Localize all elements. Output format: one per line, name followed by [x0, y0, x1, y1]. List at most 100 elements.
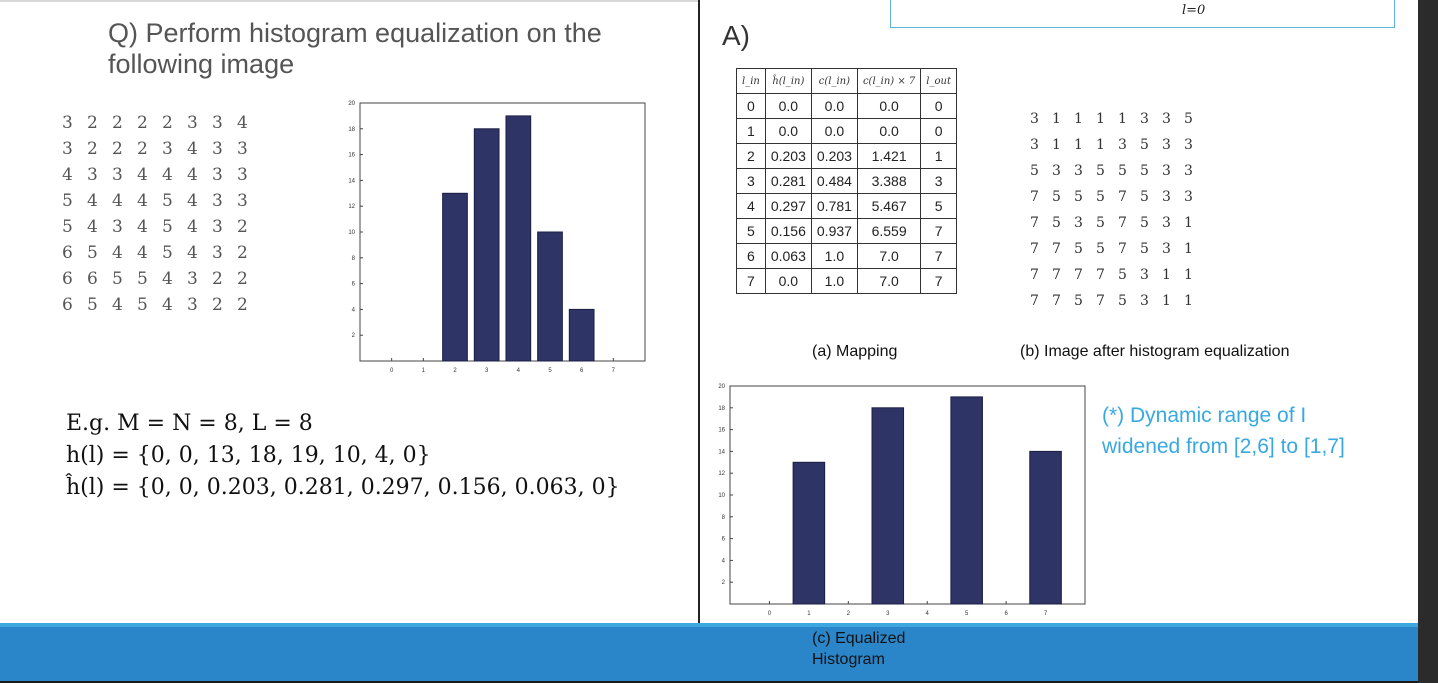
input-pixel-cell: 3	[162, 139, 173, 159]
mapping-header-cell: c(l_in)	[810, 68, 858, 94]
input-pixel-cell: 2	[87, 139, 98, 159]
output-pixel-cell: 1	[1184, 241, 1193, 257]
mapping-cell: 0.203	[810, 143, 858, 169]
output-pixel-cell: 5	[1184, 111, 1193, 127]
x-tick-label: 3	[886, 611, 890, 617]
output-pixel-cell: 3	[1140, 293, 1149, 309]
mapping-header-cell: ĥ(l_in)	[764, 68, 812, 94]
mapping-header-cell: c(l_in) × 7	[856, 68, 922, 94]
mapping-cell: 1.0	[810, 268, 858, 294]
input-pixel-cell: 3	[212, 139, 223, 159]
input-pixel-cell: 2	[212, 269, 223, 289]
y-tick-label: 16	[348, 153, 355, 159]
right-scrollbar[interactable]	[1418, 0, 1438, 683]
y-tick-label: 8	[352, 256, 356, 262]
x-tick-label: 2	[847, 611, 851, 617]
plot-frame	[729, 385, 1086, 605]
input-pixel-cell: 6	[87, 269, 98, 289]
input-pixel-cell: 4	[137, 191, 148, 211]
mapping-cell: 3	[920, 168, 957, 194]
equalized-histogram-caption: (c) Equalized Histogram	[812, 628, 905, 670]
y-tick-label: 20	[718, 384, 725, 390]
mapping-row: 1 0.0 0.0 0.0 0	[736, 118, 957, 144]
mapping-cell: 7.0	[856, 268, 922, 294]
output-pixel-cell: 1	[1162, 293, 1171, 309]
x-tick-label: 1	[807, 611, 811, 617]
formula-fragment: l=0	[1182, 3, 1206, 18]
output-pixel-cell: 1	[1096, 137, 1105, 153]
mapping-cell: 0.0	[856, 93, 922, 119]
mapping-cell: 5	[736, 218, 766, 244]
output-pixel-cell: 3	[1030, 111, 1039, 127]
output-pixel-cell: 5	[1118, 163, 1127, 179]
x-tick-label: 7	[612, 368, 616, 374]
mapping-cell: 5.467	[856, 193, 922, 219]
input-pixel-cell: 4	[187, 139, 198, 159]
mapping-cell: 7.0	[856, 243, 922, 269]
output-pixel-cell: 3	[1184, 163, 1193, 179]
input-pixel-cell: 2	[237, 269, 248, 289]
output-pixel-cell: 5	[1140, 215, 1149, 231]
mapping-cell: 0.0	[764, 118, 812, 144]
output-pixel-cell: 3	[1162, 241, 1171, 257]
input-pixel-cell: 3	[87, 165, 98, 185]
y-tick-label: 14	[348, 178, 355, 184]
input-pixel-cell: 4	[62, 165, 73, 185]
mapping-row: 2 0.203 0.203 1.421 1	[736, 143, 957, 169]
histogram-bar	[792, 461, 826, 605]
output-pixel-cell: 1	[1184, 267, 1193, 283]
mapping-row: 4 0.297 0.781 5.467 5	[736, 193, 957, 219]
mapping-cell: 7	[920, 243, 957, 269]
y-tick-label: 18	[348, 127, 355, 133]
mapping-cell: 0.203	[764, 143, 812, 169]
mapping-cell: 0.281	[764, 168, 812, 194]
input-pixel-cell: 2	[137, 113, 148, 133]
mapping-cell: 1	[736, 118, 766, 144]
output-pixel-cell: 5	[1074, 189, 1083, 205]
input-pixel-cell: 3	[112, 217, 123, 237]
output-pixel-cell: 5	[1074, 293, 1083, 309]
mapping-cell: 0.0	[810, 118, 858, 144]
output-pixel-cell: 5	[1140, 241, 1149, 257]
output-image-caption: (b) Image after histogram equalization	[1020, 343, 1290, 360]
output-pixel-cell: 3	[1052, 163, 1061, 179]
output-pixel-cell: 1	[1052, 111, 1061, 127]
histogram-bar	[871, 407, 905, 605]
mapping-cell: 0.0	[764, 268, 812, 294]
mapping-cell: 3.388	[856, 168, 922, 194]
input-pixel-cell: 4	[137, 217, 148, 237]
input-pixel-cell: 4	[162, 165, 173, 185]
output-pixel-cell: 5	[1118, 293, 1127, 309]
histogram-bar	[473, 128, 500, 362]
plot-frame	[359, 102, 646, 362]
y-tick-label: 2	[352, 333, 356, 339]
output-pixel-cell: 1	[1184, 215, 1193, 231]
output-pixel-cell: 3	[1184, 137, 1193, 153]
input-pixel-cell: 2	[87, 113, 98, 133]
x-tick-label: 5	[548, 368, 552, 374]
x-tick-label: 5	[965, 611, 969, 617]
input-pixel-cell: 3	[237, 139, 248, 159]
y-tick-label: 12	[348, 204, 355, 210]
input-pixel-cell: 2	[112, 113, 123, 133]
output-pixel-cell: 5	[1096, 189, 1105, 205]
output-pixel-cell: 1	[1096, 111, 1105, 127]
input-pixel-cell: 5	[62, 191, 73, 211]
y-tick-label: 6	[722, 537, 726, 543]
y-tick-label: 6	[352, 282, 356, 288]
input-pixel-cell: 5	[162, 217, 173, 237]
example-block: E.g. M = N = 8, L = 8 h(l) = {0, 0, 13, …	[66, 408, 620, 504]
input-pixel-cell: 5	[112, 269, 123, 289]
example-line-1: E.g. M = N = 8, L = 8	[66, 411, 313, 436]
output-pixel-cell: 3	[1162, 137, 1171, 153]
input-pixel-cell: 4	[112, 295, 123, 315]
output-pixel-cell: 7	[1052, 241, 1061, 257]
bottom-band	[0, 623, 1418, 681]
mapping-cell: 0.063	[764, 243, 812, 269]
